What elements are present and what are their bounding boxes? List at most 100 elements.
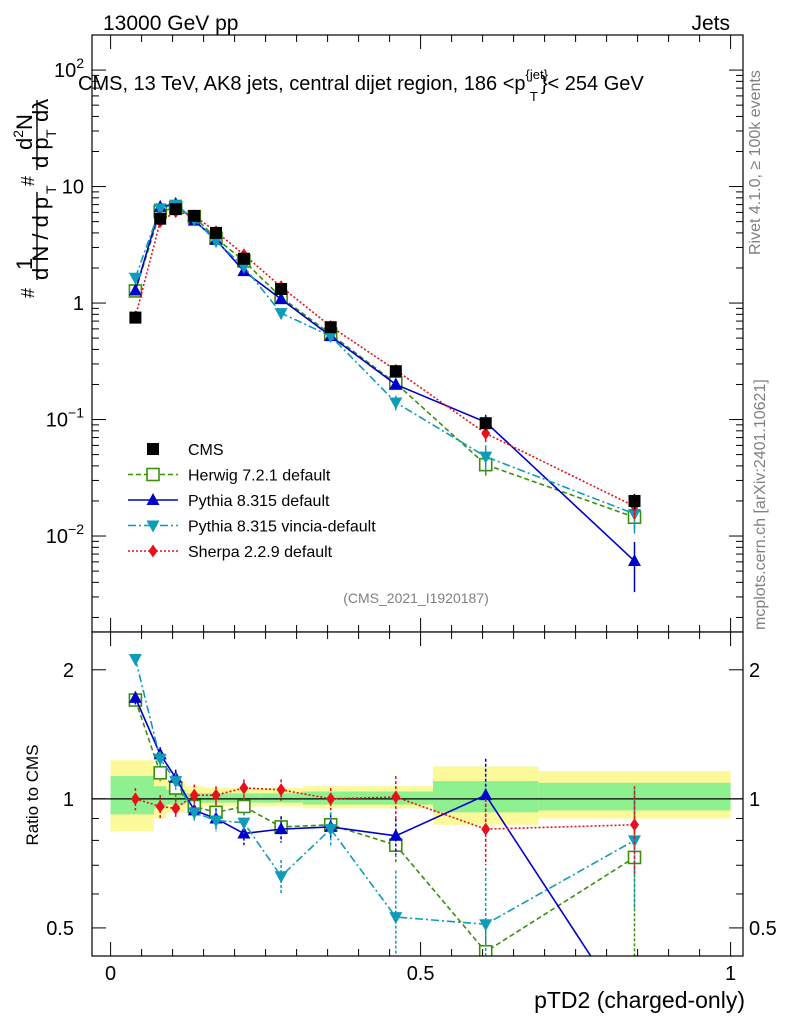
svg-text:T: T xyxy=(43,185,59,194)
legend: CMS Herwig 7.2.1 default Pythia 8.315 defa… xyxy=(128,442,376,561)
data-point xyxy=(274,292,288,305)
legend-item: Pythia 8.315 vincia-default xyxy=(128,519,376,536)
data-point xyxy=(389,397,403,410)
plot-title-end: }< 254 GeV xyxy=(541,73,645,95)
legend-label: Herwig 7.2.1 default xyxy=(188,468,331,485)
ratio-point xyxy=(128,690,142,703)
mcplots-label: mcplots.cern.ch [arXiv:2401.10621] xyxy=(752,379,769,630)
ratio-point xyxy=(155,799,165,813)
legend-label: Pythia 8.315 default xyxy=(188,493,330,510)
ratio-line xyxy=(135,787,635,830)
plot-title-pt-sub: T xyxy=(530,89,538,104)
ratio-point xyxy=(211,788,221,802)
data-point xyxy=(479,451,493,464)
ratio-point xyxy=(276,783,286,797)
ratio-point xyxy=(239,781,249,795)
ratio-point xyxy=(628,1016,641,1024)
svg-text:1 d2N: 1 d2N xyxy=(10,114,37,270)
data-point xyxy=(389,365,402,378)
ratio-point xyxy=(153,753,167,766)
analysis-id: (CMS_2021_I1920187) xyxy=(343,590,489,606)
data-point xyxy=(209,236,223,249)
legend-marker xyxy=(146,520,160,533)
ratio-point xyxy=(128,653,142,666)
ratio-y-tick-label-right: 1 xyxy=(749,789,760,811)
legend-item: CMS xyxy=(147,442,224,459)
main-y-tick-label: 1 xyxy=(73,293,84,315)
plot-title: CMS, 13 TeV, AK8 jets, central dijet reg… xyxy=(78,67,644,104)
data-point xyxy=(324,331,338,344)
legend-marker xyxy=(146,467,160,482)
legend-item: Herwig 7.2.1 default xyxy=(128,468,331,485)
ratio-point xyxy=(189,788,199,802)
data-point xyxy=(154,212,167,225)
main-panel: 10−2 10−1 1 10 102 xyxy=(46,34,744,633)
series-cms xyxy=(129,203,641,510)
ratio-point xyxy=(324,824,338,837)
svg-text:d p: d p xyxy=(28,137,53,168)
main-y-tick-label: 102 xyxy=(54,55,84,82)
svg-text:dλ: dλ xyxy=(28,99,53,122)
data-point xyxy=(628,494,641,507)
ratio-y-tick-label-left: 0.5 xyxy=(46,918,74,940)
main-y-tick-label: 10−1 xyxy=(46,405,84,432)
category-label: Jets xyxy=(691,12,730,35)
ratio-y-tick-label-right: 2 xyxy=(749,660,760,682)
data-point xyxy=(389,377,403,390)
legend-item: Pythia 8.315 default xyxy=(128,493,330,510)
legend-marker xyxy=(147,443,159,455)
ratio-point xyxy=(274,822,288,835)
svg-text:#: # xyxy=(18,288,38,298)
ratio-point xyxy=(153,766,167,780)
legend-label: CMS xyxy=(188,442,224,459)
ratio-point xyxy=(130,792,140,806)
ratio-panel: 0.5 0.5 1 1 2 2 0 0.5 1 xyxy=(46,631,777,1024)
ratio-y-tick-label-left: 1 xyxy=(63,789,74,811)
plot-title-pt-sup: {jet} xyxy=(526,67,549,82)
legend-item: Sherpa 2.2.9 default xyxy=(128,544,333,561)
ratio-frame xyxy=(91,631,744,957)
legend-marker xyxy=(146,493,160,505)
energy-label: 13000 GeV pp xyxy=(103,12,238,35)
data-point xyxy=(128,283,142,296)
main-ylabel: 1 d2N d N / d p T d p T dλ # # xyxy=(10,99,59,298)
legend-label: Pythia 8.315 vincia-default xyxy=(188,519,376,536)
ratio-point xyxy=(389,828,403,841)
x-tick-label: 0.5 xyxy=(407,963,435,985)
data-point xyxy=(210,226,222,239)
data-point xyxy=(128,272,142,285)
data-point xyxy=(324,321,337,334)
svg-text:#: # xyxy=(18,176,38,186)
data-point xyxy=(628,554,641,567)
ratio-point xyxy=(169,776,183,789)
svg-text:T: T xyxy=(43,129,59,138)
plot-title-main: CMS, 13 TeV, AK8 jets, central dijet reg… xyxy=(78,73,526,95)
ratio-series-sherpa-2-2-9-default xyxy=(130,776,639,874)
plot-title-text: CMS, 13 TeV, AK8 jets, central dijet reg… xyxy=(78,67,644,104)
ratio-point xyxy=(187,807,201,820)
ratio-y-tick-label-left: 2 xyxy=(63,660,74,682)
uncertainty-band-inner xyxy=(259,793,303,803)
main-y-tick-label: 10−2 xyxy=(46,521,84,548)
data-point xyxy=(169,203,182,216)
x-tick-label: 1 xyxy=(725,963,736,985)
x-tick-label: 0 xyxy=(105,963,116,985)
ratio-point xyxy=(171,801,181,815)
data-point xyxy=(481,426,491,440)
x-axis-label: pTD2 (charged-only) xyxy=(534,987,745,1013)
uncertainty-band-inner xyxy=(110,776,154,815)
ratio-y-tick-label-right: 0.5 xyxy=(749,918,777,940)
data-point xyxy=(275,282,288,295)
data-point xyxy=(274,308,288,321)
ratio-point xyxy=(389,912,403,925)
rivet-label: Rivet 4.1.0, ≥ 100k events xyxy=(747,70,764,255)
ratio-point xyxy=(209,815,223,828)
data-point xyxy=(237,252,250,265)
data-point xyxy=(479,417,492,430)
legend-label: Sherpa 2.2.9 default xyxy=(188,544,333,561)
ratio-point xyxy=(630,818,639,832)
svg-text:d N / d p: d N / d p xyxy=(28,197,53,280)
ratio-point xyxy=(237,817,251,830)
ratio-point xyxy=(274,871,288,884)
